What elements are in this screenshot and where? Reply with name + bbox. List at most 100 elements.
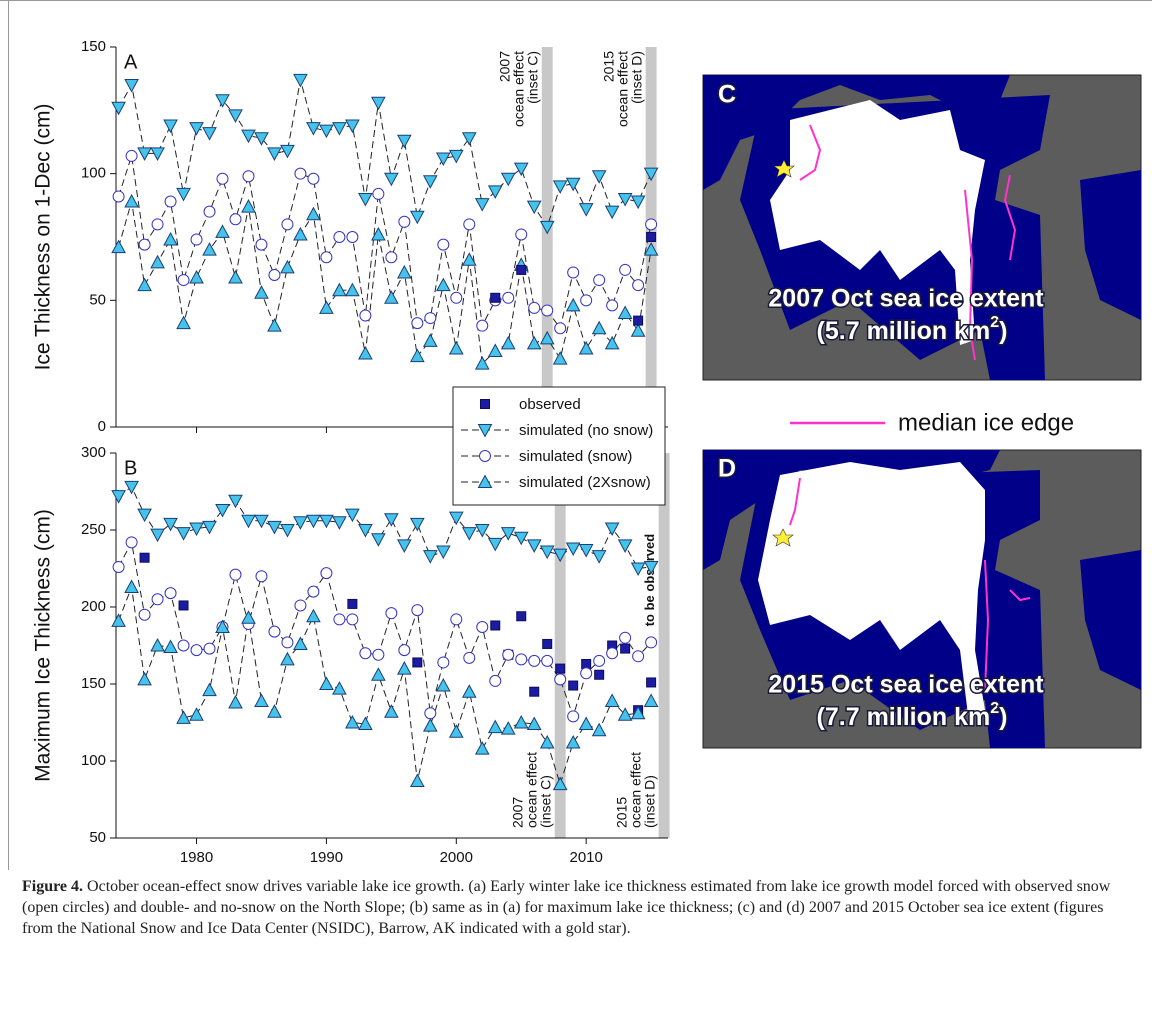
x-tick-label: 2010 — [569, 849, 602, 866]
figure-caption: Figure 4. October ocean-effect snow driv… — [22, 876, 1134, 939]
highlight-band — [542, 47, 553, 427]
data-point — [620, 264, 631, 275]
data-point — [503, 292, 514, 303]
data-point — [593, 322, 606, 334]
data-point — [477, 320, 488, 331]
x-tick-label: 1990 — [310, 849, 343, 866]
data-point — [203, 684, 216, 696]
data-point — [151, 639, 164, 651]
data-point — [425, 313, 436, 324]
data-point — [359, 194, 372, 206]
data-point — [165, 588, 176, 599]
data-point — [399, 216, 410, 227]
data-point — [411, 350, 424, 362]
data-point — [541, 546, 554, 558]
data-point — [152, 594, 163, 605]
data-point — [386, 252, 397, 263]
data-point — [633, 651, 644, 662]
y-tick-label: 100 — [81, 752, 106, 769]
legend-label: median ice edge — [898, 409, 1074, 436]
data-point — [398, 540, 411, 552]
x-tick-label: 1980 — [180, 849, 213, 866]
data-point — [580, 204, 593, 216]
data-point — [346, 716, 359, 728]
data-point — [437, 546, 450, 558]
data-point — [151, 529, 164, 541]
data-point — [307, 208, 320, 220]
data-point — [619, 540, 632, 552]
data-point — [464, 652, 475, 663]
data-point — [334, 232, 345, 243]
data-point — [204, 206, 215, 217]
area-power: 2 — [990, 314, 999, 331]
data-point — [619, 307, 632, 319]
data-point — [529, 302, 540, 313]
data-point — [373, 188, 384, 199]
data-point — [125, 580, 138, 592]
data-point — [165, 196, 176, 207]
data-point — [412, 318, 423, 329]
data-point — [256, 239, 267, 250]
data-point — [178, 275, 189, 286]
data-point — [647, 678, 656, 687]
data-point — [438, 239, 449, 250]
data-point — [491, 621, 500, 630]
data-point — [620, 632, 631, 643]
data-point — [516, 229, 527, 240]
data-point — [463, 133, 476, 145]
data-point — [542, 655, 553, 666]
data-point — [516, 654, 527, 665]
inset-letter: D — [718, 455, 736, 483]
data-point — [321, 568, 332, 579]
data-point — [451, 292, 462, 303]
data-point — [294, 517, 307, 529]
data-point — [554, 352, 567, 364]
data-point — [386, 608, 397, 619]
data-point — [269, 270, 280, 281]
inset-title: 2007 Oct sea ice extent — [768, 285, 1044, 313]
data-point — [177, 188, 190, 200]
data-point — [190, 123, 203, 135]
data-point — [126, 537, 137, 548]
data-point — [294, 637, 307, 649]
data-point — [607, 300, 618, 311]
data-point — [230, 569, 241, 580]
area-text: ) — [999, 317, 1007, 345]
data-point — [268, 319, 281, 331]
data-point — [256, 571, 267, 582]
data-point — [515, 163, 528, 175]
figure-page: C 2007 Oct sea ice extent (5.7 million k… — [0, 0, 1152, 1010]
data-point — [411, 211, 424, 223]
data-point — [424, 176, 437, 188]
data-point — [346, 284, 359, 296]
data-point — [556, 664, 565, 673]
data-point — [476, 199, 489, 211]
data-point — [581, 295, 592, 306]
data-point — [359, 347, 372, 359]
data-point — [164, 518, 177, 530]
data-point — [555, 323, 566, 334]
data-point — [581, 668, 592, 679]
data-point — [229, 696, 242, 708]
data-point — [450, 725, 463, 737]
area-text: (7.7 million km — [817, 703, 991, 731]
data-point — [112, 241, 125, 253]
data-point — [502, 528, 515, 540]
y-tick-label: 250 — [81, 521, 106, 538]
data-point — [178, 640, 189, 651]
data-point — [411, 518, 424, 530]
data-point — [413, 658, 422, 667]
area-text: (5.7 million km — [817, 317, 991, 345]
data-point — [594, 275, 605, 286]
data-point — [517, 265, 526, 274]
figure: C 2007 Oct sea ice extent (5.7 million k… — [0, 0, 1152, 870]
data-point — [476, 742, 489, 754]
area-power: 2 — [990, 700, 999, 717]
data-point — [179, 601, 188, 610]
data-point — [647, 233, 656, 242]
data-point — [242, 515, 255, 527]
data-point — [203, 243, 216, 255]
data-point — [399, 645, 410, 656]
data-point — [177, 317, 190, 329]
data-point — [295, 168, 306, 179]
